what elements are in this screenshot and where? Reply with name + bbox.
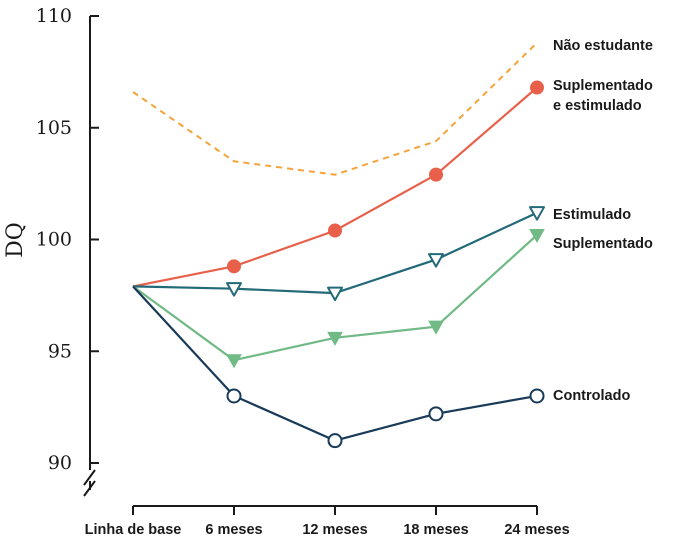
x-tick-label: 12 meses bbox=[302, 522, 367, 538]
y-tick-label: 110 bbox=[36, 5, 72, 27]
series-line bbox=[132, 42, 538, 176]
y-tick-label: 100 bbox=[36, 229, 72, 251]
data-point bbox=[429, 167, 443, 182]
data-point bbox=[327, 331, 343, 346]
labels-layer: Não estudante Suplementado e estimulado Est… bbox=[553, 38, 653, 404]
series-label-line: Suplementado bbox=[553, 78, 653, 94]
series-line bbox=[132, 285, 538, 442]
series-label-suplementado-e-estimulado: Suplementado e estimulado bbox=[553, 78, 653, 114]
series-label-suplementado: Suplementado bbox=[553, 236, 653, 252]
data-point bbox=[327, 286, 343, 302]
series-suplementado-e-estimulado bbox=[132, 80, 544, 288]
data-point bbox=[530, 80, 544, 95]
series-suplementado bbox=[132, 229, 545, 369]
y-tick-label: 95 bbox=[48, 340, 72, 362]
y-axis-title: DQ bbox=[3, 222, 28, 258]
y-tick-label: 105 bbox=[36, 117, 72, 139]
axis-break-mark bbox=[83, 469, 96, 486]
series-label-line: Controlado bbox=[553, 388, 630, 404]
series-layer bbox=[132, 42, 545, 449]
series-label-controlado: Controlado bbox=[553, 388, 630, 404]
x-tick-label: Linha de base bbox=[85, 522, 182, 538]
data-point bbox=[328, 223, 342, 238]
x-tick-label: 18 meses bbox=[403, 522, 468, 538]
series-line bbox=[132, 86, 538, 288]
data-point bbox=[529, 388, 545, 404]
series-label-line: Estimulado bbox=[553, 207, 631, 223]
data-point bbox=[529, 229, 545, 244]
y-tick-label: 90 bbox=[48, 452, 72, 474]
series-estimulado bbox=[132, 206, 545, 302]
data-point bbox=[428, 320, 444, 335]
series-label-line: e estimulado bbox=[553, 98, 642, 114]
series-label-line: Não estudante bbox=[553, 38, 653, 54]
data-point bbox=[327, 433, 343, 449]
series-controlado bbox=[132, 285, 545, 449]
data-point bbox=[226, 354, 242, 369]
data-point bbox=[226, 388, 242, 404]
data-point bbox=[226, 282, 242, 297]
x-tick-label: 6 meses bbox=[205, 522, 262, 538]
axes: 90 95 100 105 110 DQ Linha de base 6 meses 12 me… bbox=[3, 5, 570, 538]
data-point bbox=[227, 259, 241, 274]
data-point bbox=[529, 206, 545, 221]
series-label-line: Suplementado bbox=[553, 236, 653, 252]
series-label-estimulado: Estimulado bbox=[553, 207, 631, 223]
data-point bbox=[428, 253, 444, 268]
series-label-nao-estudante: Não estudante bbox=[553, 38, 653, 54]
data-point bbox=[428, 406, 444, 422]
x-tick-label: 24 meses bbox=[504, 522, 569, 538]
series-nao-estudante bbox=[132, 42, 538, 176]
